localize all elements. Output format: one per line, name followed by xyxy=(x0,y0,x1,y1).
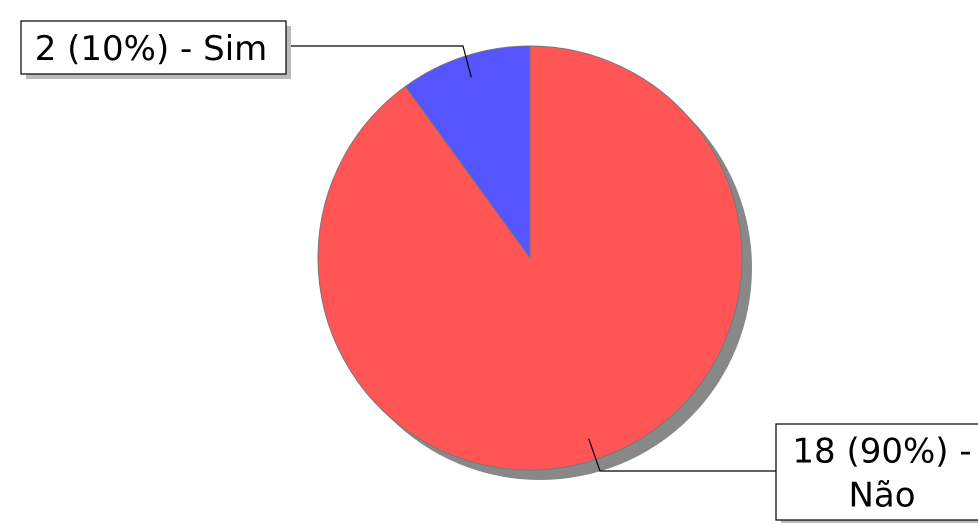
leader-line-n-o xyxy=(588,438,776,472)
data-label-n-o-line-2: Não xyxy=(848,476,915,516)
pie-slice-sim xyxy=(404,45,531,260)
leader-line-sim xyxy=(286,45,472,78)
data-label-sim: 2 (10%) - Sim xyxy=(35,29,268,69)
data-label-n-o-line-1: 18 (90%) - xyxy=(792,431,971,471)
label-box-n-o xyxy=(775,423,978,521)
label-box-sim xyxy=(20,20,287,75)
pie-slice-n-o xyxy=(317,45,743,471)
